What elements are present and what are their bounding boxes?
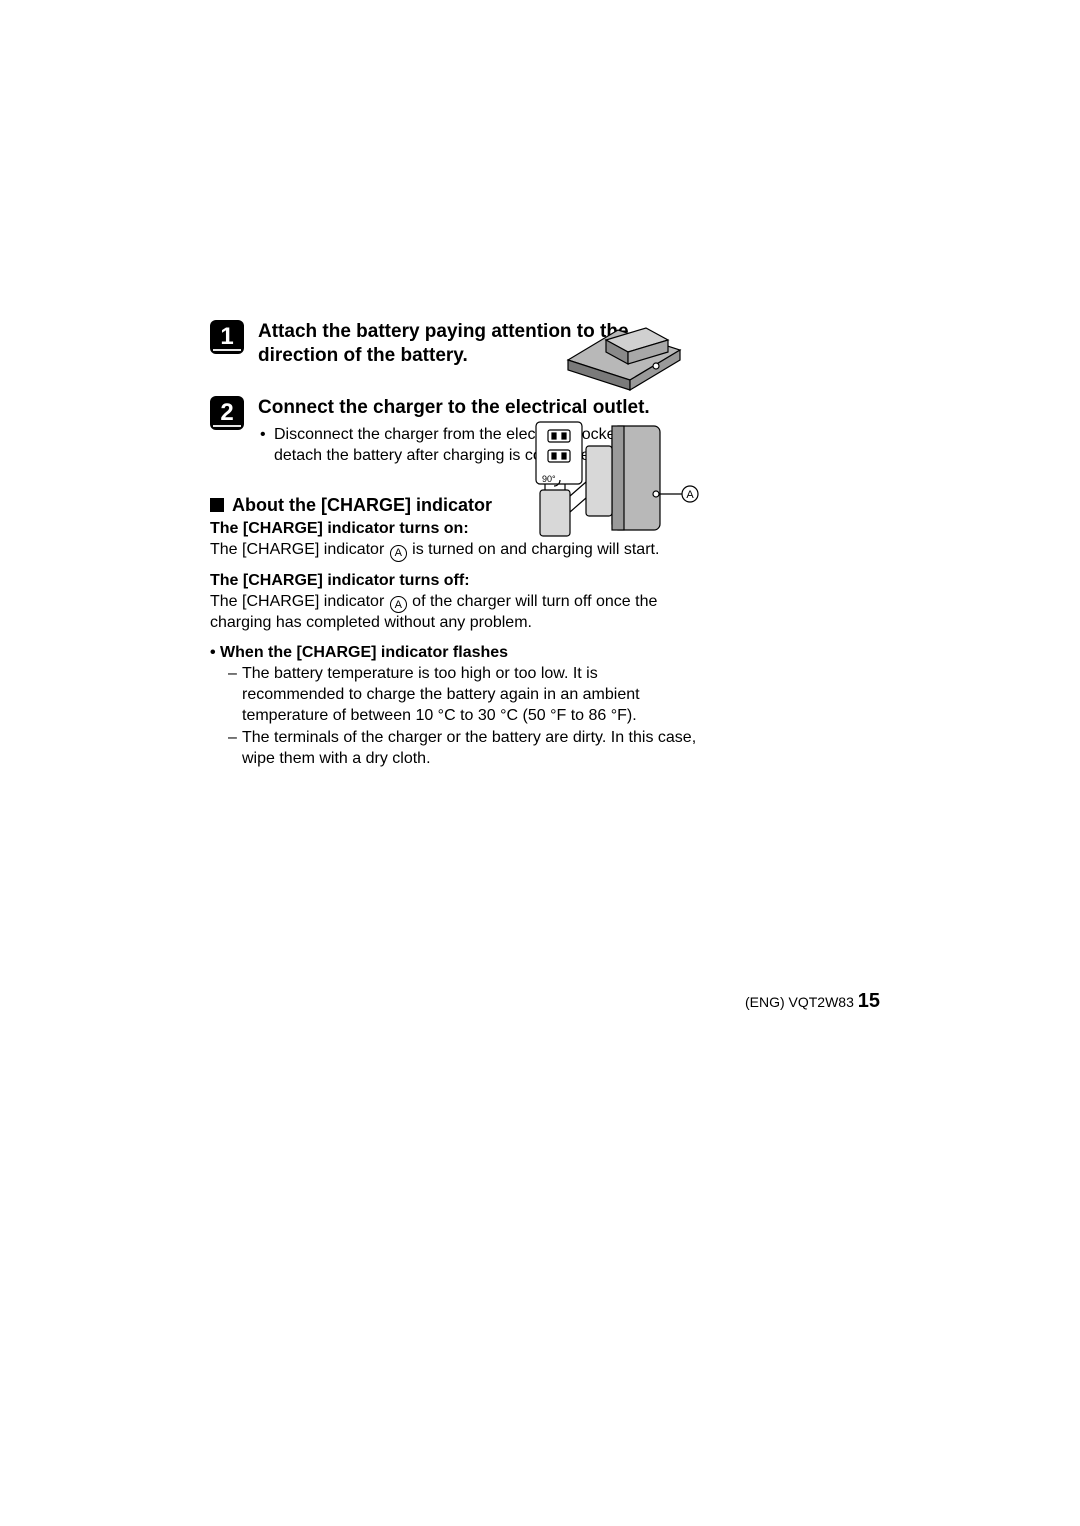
step-number-badge: 2: [210, 396, 244, 430]
indicator-off-text: The [CHARGE] indicator A of the charger …: [210, 592, 700, 634]
square-bullet-icon: [210, 498, 224, 512]
callout-a-icon: A: [390, 545, 407, 562]
flash-notes-list: The battery temperature is too high or t…: [210, 664, 700, 770]
battery-charger-illustration: [560, 316, 690, 396]
list-item: The terminals of the charger or the batt…: [228, 728, 700, 770]
indicator-flash-label: • When the [CHARGE] indicator flashes: [210, 644, 700, 662]
outlet-charger-illustration: 90° A: [530, 416, 700, 546]
page-number: 15: [858, 990, 880, 1012]
callout-a-icon: A: [390, 596, 407, 613]
list-item: The battery temperature is too high or t…: [228, 664, 700, 726]
svg-text:90°: 90°: [542, 474, 556, 484]
footer-code: (ENG) VQT2W83: [745, 994, 854, 1010]
page-footer: (ENG) VQT2W83 15: [745, 990, 880, 1013]
svg-text:A: A: [686, 489, 694, 501]
about-heading-text: About the [CHARGE] indicator: [232, 495, 492, 516]
indicator-off-label: The [CHARGE] indicator turns off:: [210, 572, 700, 590]
step-number-badge: 1: [210, 320, 244, 354]
